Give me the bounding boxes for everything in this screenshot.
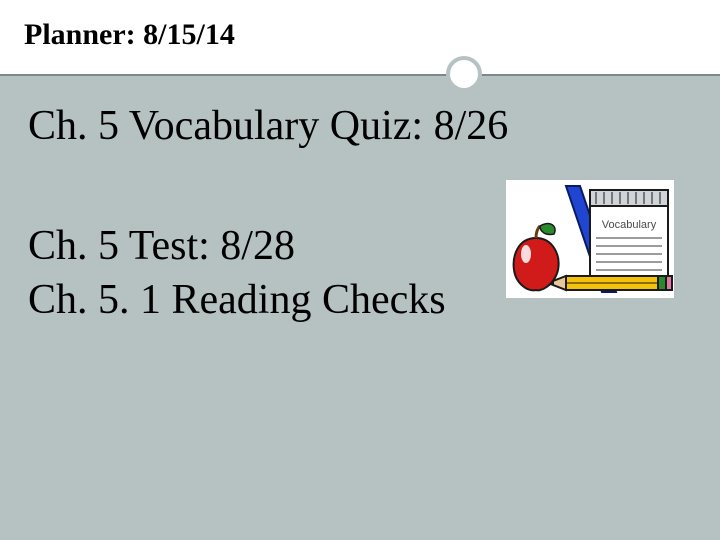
body-line-1: Ch. 5 Vocabulary Quiz: 8/26 — [28, 102, 692, 150]
vocabulary-clipart-icon: Vocabulary — [506, 180, 674, 298]
header-band: Planner: 8/15/14 — [0, 0, 720, 74]
page-title: Planner: 8/15/14 — [24, 18, 696, 52]
body: Ch. 5 Vocabulary Quiz: 8/26 — [0, 74, 720, 324]
slide: Planner: 8/15/14 Ch. 5 Vocabulary Quiz: … — [0, 0, 720, 540]
clipart-label: Vocabulary — [602, 219, 657, 231]
